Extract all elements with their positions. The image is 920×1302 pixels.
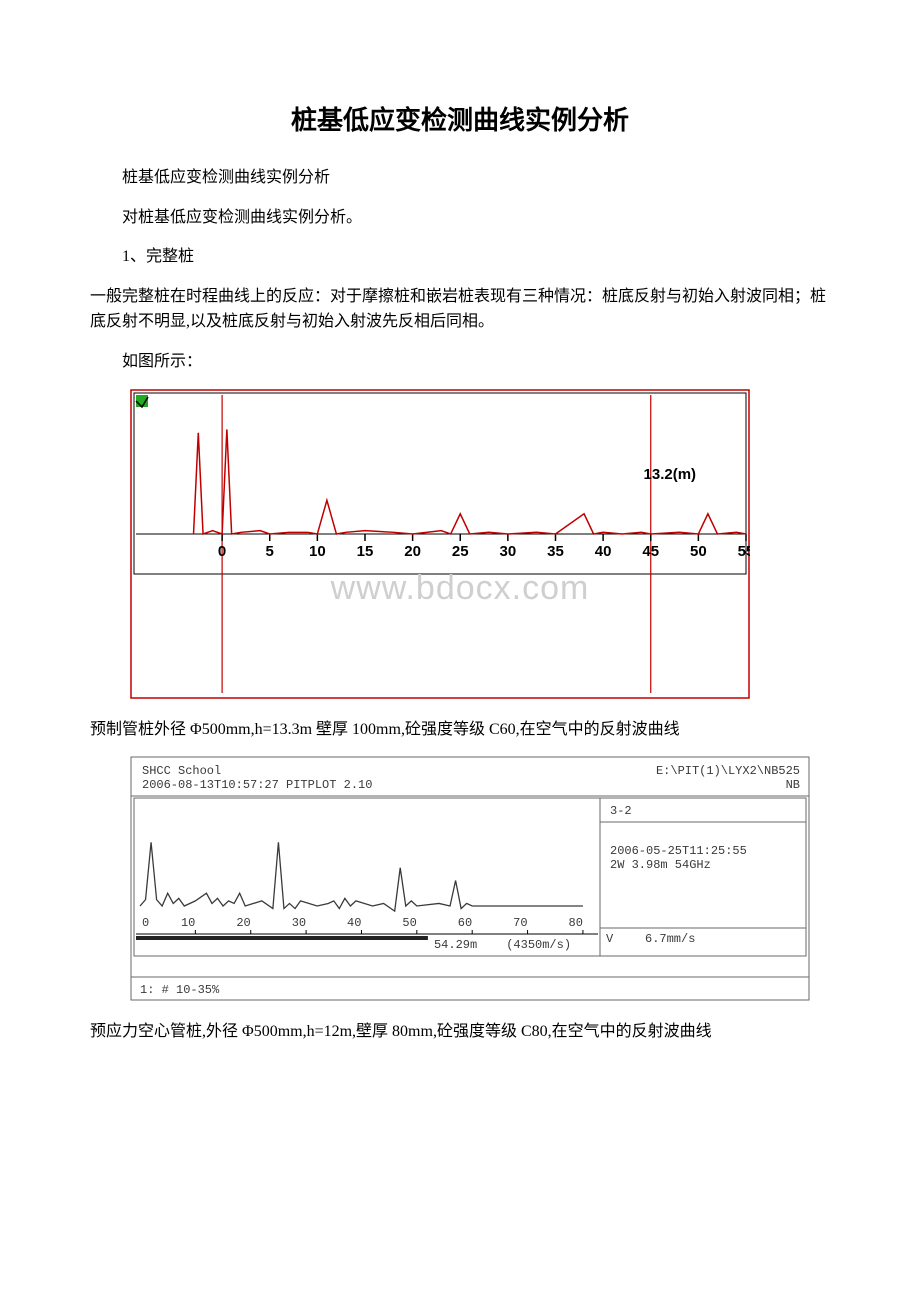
svg-text:30: 30	[292, 916, 306, 930]
svg-text:2W 3.98m 54GHz: 2W 3.98m 54GHz	[610, 858, 711, 872]
svg-text:50: 50	[690, 543, 707, 560]
svg-text:1: # 10-35%: 1: # 10-35%	[140, 983, 220, 997]
svg-text:3-2: 3-2	[610, 804, 632, 818]
svg-text:30: 30	[500, 543, 517, 560]
svg-text:0: 0	[218, 543, 226, 560]
svg-text:50: 50	[402, 916, 416, 930]
svg-text:SHCC School: SHCC School	[142, 764, 221, 778]
svg-text:2006-05-25T11:25:55: 2006-05-25T11:25:55	[610, 844, 747, 858]
svg-text:60: 60	[458, 916, 472, 930]
svg-text:35: 35	[547, 543, 564, 560]
svg-text:5: 5	[266, 543, 274, 560]
svg-text:40: 40	[347, 916, 361, 930]
svg-text:20: 20	[404, 543, 421, 560]
svg-text:V: V	[606, 932, 614, 946]
paragraph: 桩基低应变检测曲线实例分析	[90, 165, 830, 191]
svg-text:E:\PIT(1)\LYX2\NB525: E:\PIT(1)\LYX2\NB525	[656, 764, 800, 778]
chart-2: SHCC School2006-08-13T10:57:27 PITPLOT 2…	[130, 756, 830, 1001]
svg-text:20: 20	[236, 916, 250, 930]
svg-text:40: 40	[595, 543, 612, 560]
svg-text:55: 55	[738, 543, 750, 560]
paragraph: 如图所示：	[90, 349, 830, 375]
svg-text:70: 70	[513, 916, 527, 930]
svg-text:54.29m: 54.29m	[434, 938, 477, 952]
svg-text:80: 80	[569, 916, 583, 930]
chart-1-caption: 预制管桩外径 Φ500mm,h=13.3m 壁厚 100mm,砼强度等级 C60…	[90, 717, 830, 743]
svg-text:www.bdocx.com: www.bdocx.com	[330, 569, 590, 607]
chart-2-caption: 预应力空心管桩,外径 Φ500mm,h=12m,壁厚 80mm,砼强度等级 C8…	[90, 1019, 830, 1045]
svg-text:6.7mm/s: 6.7mm/s	[645, 932, 695, 946]
svg-text:2006-08-13T10:57:27 PITPLOT 2.: 2006-08-13T10:57:27 PITPLOT 2.10	[142, 778, 372, 792]
svg-text:(4350m/s): (4350m/s)	[506, 938, 571, 952]
svg-text:25: 25	[452, 543, 469, 560]
paragraph: 对桩基低应变检测曲线实例分析。	[90, 205, 830, 231]
paragraph: 一般完整桩在时程曲线上的反应：对于摩擦桩和嵌岩桩表现有三种情况：桩底反射与初始入…	[90, 284, 830, 335]
svg-text:NB: NB	[786, 778, 800, 792]
svg-text:45: 45	[642, 543, 659, 560]
svg-text:10: 10	[309, 543, 326, 560]
paragraph: 1、完整桩	[90, 244, 830, 270]
chart-1: 0 5 10 15 20 25 30 35 40 45 50 55 13.2(m) www.bdocx.c…	[130, 389, 830, 699]
page-title: 桩基低应变检测曲线实例分析	[90, 100, 830, 137]
svg-text:10: 10	[181, 916, 195, 930]
svg-text:15: 15	[357, 543, 374, 560]
svg-text:0: 0	[142, 916, 149, 930]
svg-text:13.2(m): 13.2(m)	[644, 466, 697, 483]
